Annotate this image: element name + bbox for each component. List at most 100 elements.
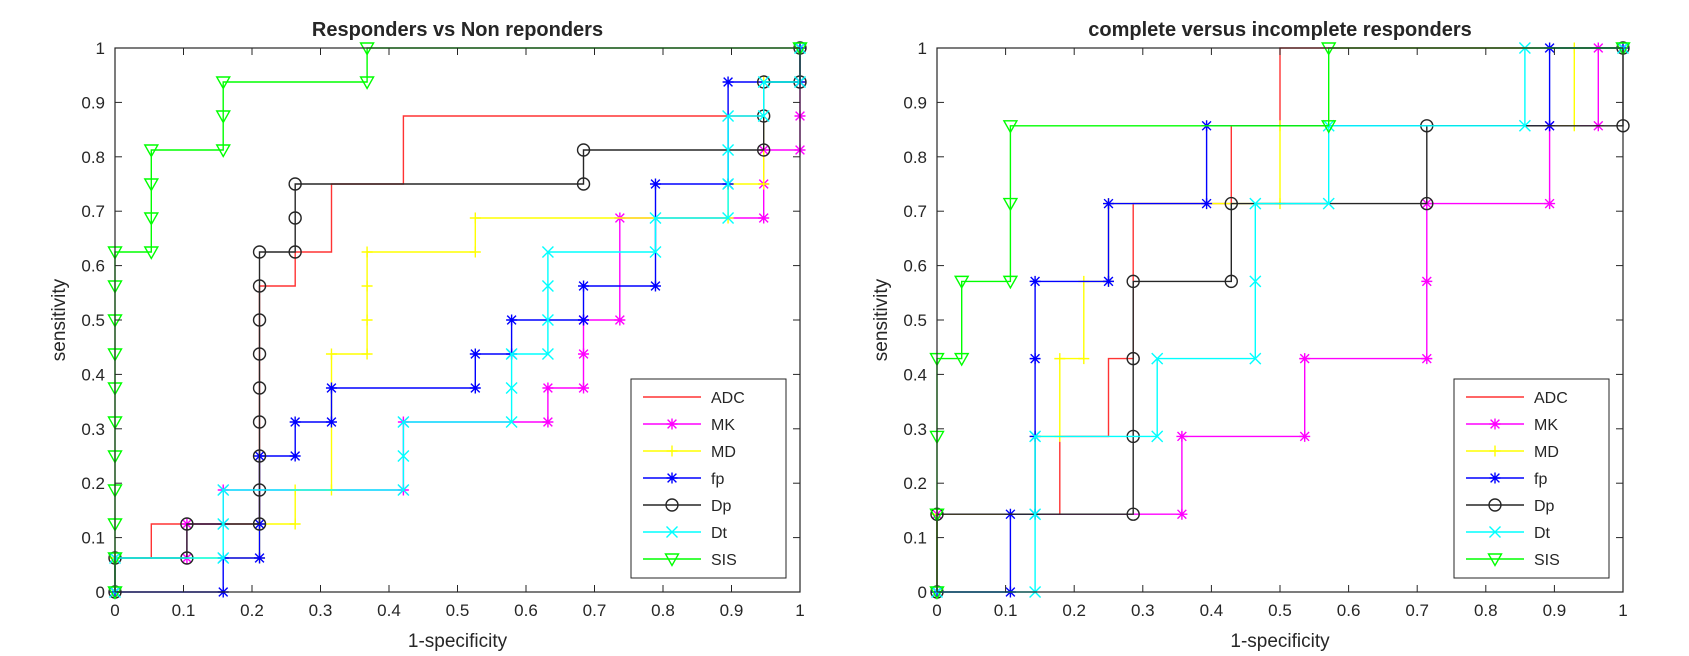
data-point-fp-17	[649, 178, 661, 190]
x-tick-label: 0.8	[651, 601, 675, 620]
y-tick-label: 0.9	[81, 93, 105, 112]
y-tick-label: 0.3	[903, 420, 927, 439]
data-point-Dp-6	[1224, 274, 1238, 289]
x-tick-label: 0.7	[583, 601, 607, 620]
legend-label-SIS: SIS	[1534, 552, 1560, 569]
legend-label-ADC: ADC	[1534, 390, 1568, 407]
data-point-Dp-12	[252, 245, 267, 259]
data-point-Dt-6	[397, 450, 410, 462]
data-point-Dt-3	[1029, 430, 1042, 443]
x-tick-label: 0.4	[377, 601, 401, 620]
data-point-Dp-15	[288, 177, 302, 191]
legend-label-Dt: Dt	[1534, 525, 1551, 542]
data-point-fp-10	[469, 382, 481, 394]
x-tick-label: 0.2	[240, 601, 264, 620]
series-line-Dt	[937, 47, 1623, 593]
data-point-SIS-14	[143, 144, 160, 158]
data-point-Dp-5	[1126, 274, 1140, 289]
data-point-Dp-4	[252, 517, 267, 531]
legend-marker-Dp	[665, 498, 679, 512]
data-point-fp-19	[722, 76, 734, 88]
data-point-Dp-10	[252, 313, 267, 327]
data-point-fp-8	[325, 416, 337, 428]
data-point-SIS-4	[953, 352, 970, 367]
y-tick-label: 0.7	[903, 202, 927, 221]
data-point-Dp-14	[288, 211, 302, 225]
y-tick-label: 0	[918, 583, 927, 602]
data-point-MD-10	[361, 280, 373, 292]
y-tick-label: 0.2	[903, 474, 927, 493]
data-point-fp-6	[1029, 275, 1041, 287]
data-point-SIS-7	[1002, 197, 1019, 212]
x-tick-label: 1	[795, 601, 804, 620]
y-tick-label: 0.4	[903, 365, 927, 384]
legend-marker-fp	[1489, 472, 1501, 484]
data-point-Dt-2	[217, 552, 230, 564]
chart-title: complete versus incomplete responders	[1088, 19, 1471, 41]
y-tick-label: 0.7	[81, 202, 105, 221]
data-point-Dt-7	[397, 416, 410, 428]
y-tick-label: 0	[96, 583, 105, 602]
data-point-MD-5	[1054, 353, 1066, 365]
data-point-SIS-18	[359, 76, 375, 90]
data-point-Dt-11	[1518, 119, 1531, 132]
data-point-MK-6	[1421, 353, 1433, 365]
data-point-MK-5	[1299, 353, 1311, 365]
data-point-MK-10	[578, 382, 590, 394]
data-point-Dp-6	[252, 449, 267, 463]
data-point-Dp-8	[252, 381, 267, 395]
legend-marker-Dp	[1488, 498, 1502, 512]
data-point-SIS-11	[143, 246, 160, 260]
data-point-fp-9	[325, 382, 337, 394]
data-point-Dt-8	[505, 416, 518, 428]
data-point-Dp-8	[1420, 196, 1434, 211]
legend-marker-Dt	[666, 526, 678, 538]
data-point-MK-4	[1299, 430, 1311, 442]
legend-label-Dt: Dt	[711, 525, 728, 542]
legend-label-SIS: SIS	[711, 552, 737, 569]
y-axis-label: sensitivity	[871, 278, 892, 361]
series-line-Dp	[114, 48, 801, 592]
data-point-MK-8	[542, 416, 554, 428]
x-tick-label: 0.5	[1268, 601, 1292, 620]
data-point-fp-6	[289, 450, 301, 462]
data-point-Dt-14	[541, 246, 554, 258]
data-point-fp-11	[469, 348, 481, 360]
y-tick-label: 0.8	[81, 148, 105, 167]
chart-panel-2: 0 0.1 0.2 0.3 0.4 0.5 0.6 0.7 0.8 0.9 1 0 0.1 0.2 0.3 0…	[871, 19, 1631, 652]
data-point-Dt-4	[217, 484, 230, 496]
legend-label-ADC: ADC	[711, 390, 745, 407]
data-point-MK-7	[1421, 275, 1433, 287]
data-point-fp-5	[1029, 353, 1041, 365]
data-point-MK-2	[1176, 508, 1188, 520]
data-point-Dp-7	[252, 415, 267, 429]
data-point-MD-11	[361, 246, 373, 258]
data-point-Dt-6	[1249, 352, 1262, 365]
data-point-Dt-9	[505, 382, 518, 394]
data-point-SIS-11	[1615, 42, 1631, 56]
data-point-Dp-18	[756, 143, 771, 157]
legend-label-MK: MK	[1534, 417, 1558, 434]
legend-marker-SIS	[664, 553, 680, 567]
y-tick-label: 0.5	[903, 311, 927, 330]
legend-label-Dp: Dp	[711, 498, 732, 515]
x-tick-label: 0.3	[1131, 601, 1155, 620]
legend-label-Dp: Dp	[1534, 498, 1555, 515]
data-point-SIS-17	[215, 76, 231, 90]
data-point-MD-7	[325, 348, 337, 360]
data-point-Dt-19	[722, 144, 735, 156]
chart-panel-1: 0 0.1 0.2 0.3 0.4 0.5 0.6 0.7 0.8 0.9 1 0 0.1 0.2 0.3 0…	[49, 19, 808, 652]
data-point-Dt-17	[722, 212, 735, 224]
data-point-MK-9	[1544, 198, 1556, 210]
data-point-Dt-5	[1151, 352, 1164, 365]
legend-marker-MK	[666, 418, 678, 430]
data-point-MD-6	[1078, 353, 1090, 365]
data-point-SIS-6	[1002, 275, 1019, 290]
data-point-MD-8	[361, 348, 373, 360]
data-point-fp-14	[578, 314, 590, 326]
y-tick-label: 0.1	[81, 529, 105, 548]
legend-marker-SIS	[1487, 553, 1503, 567]
y-tick-label: 0.9	[903, 93, 927, 112]
data-point-SIS-19	[359, 42, 375, 56]
